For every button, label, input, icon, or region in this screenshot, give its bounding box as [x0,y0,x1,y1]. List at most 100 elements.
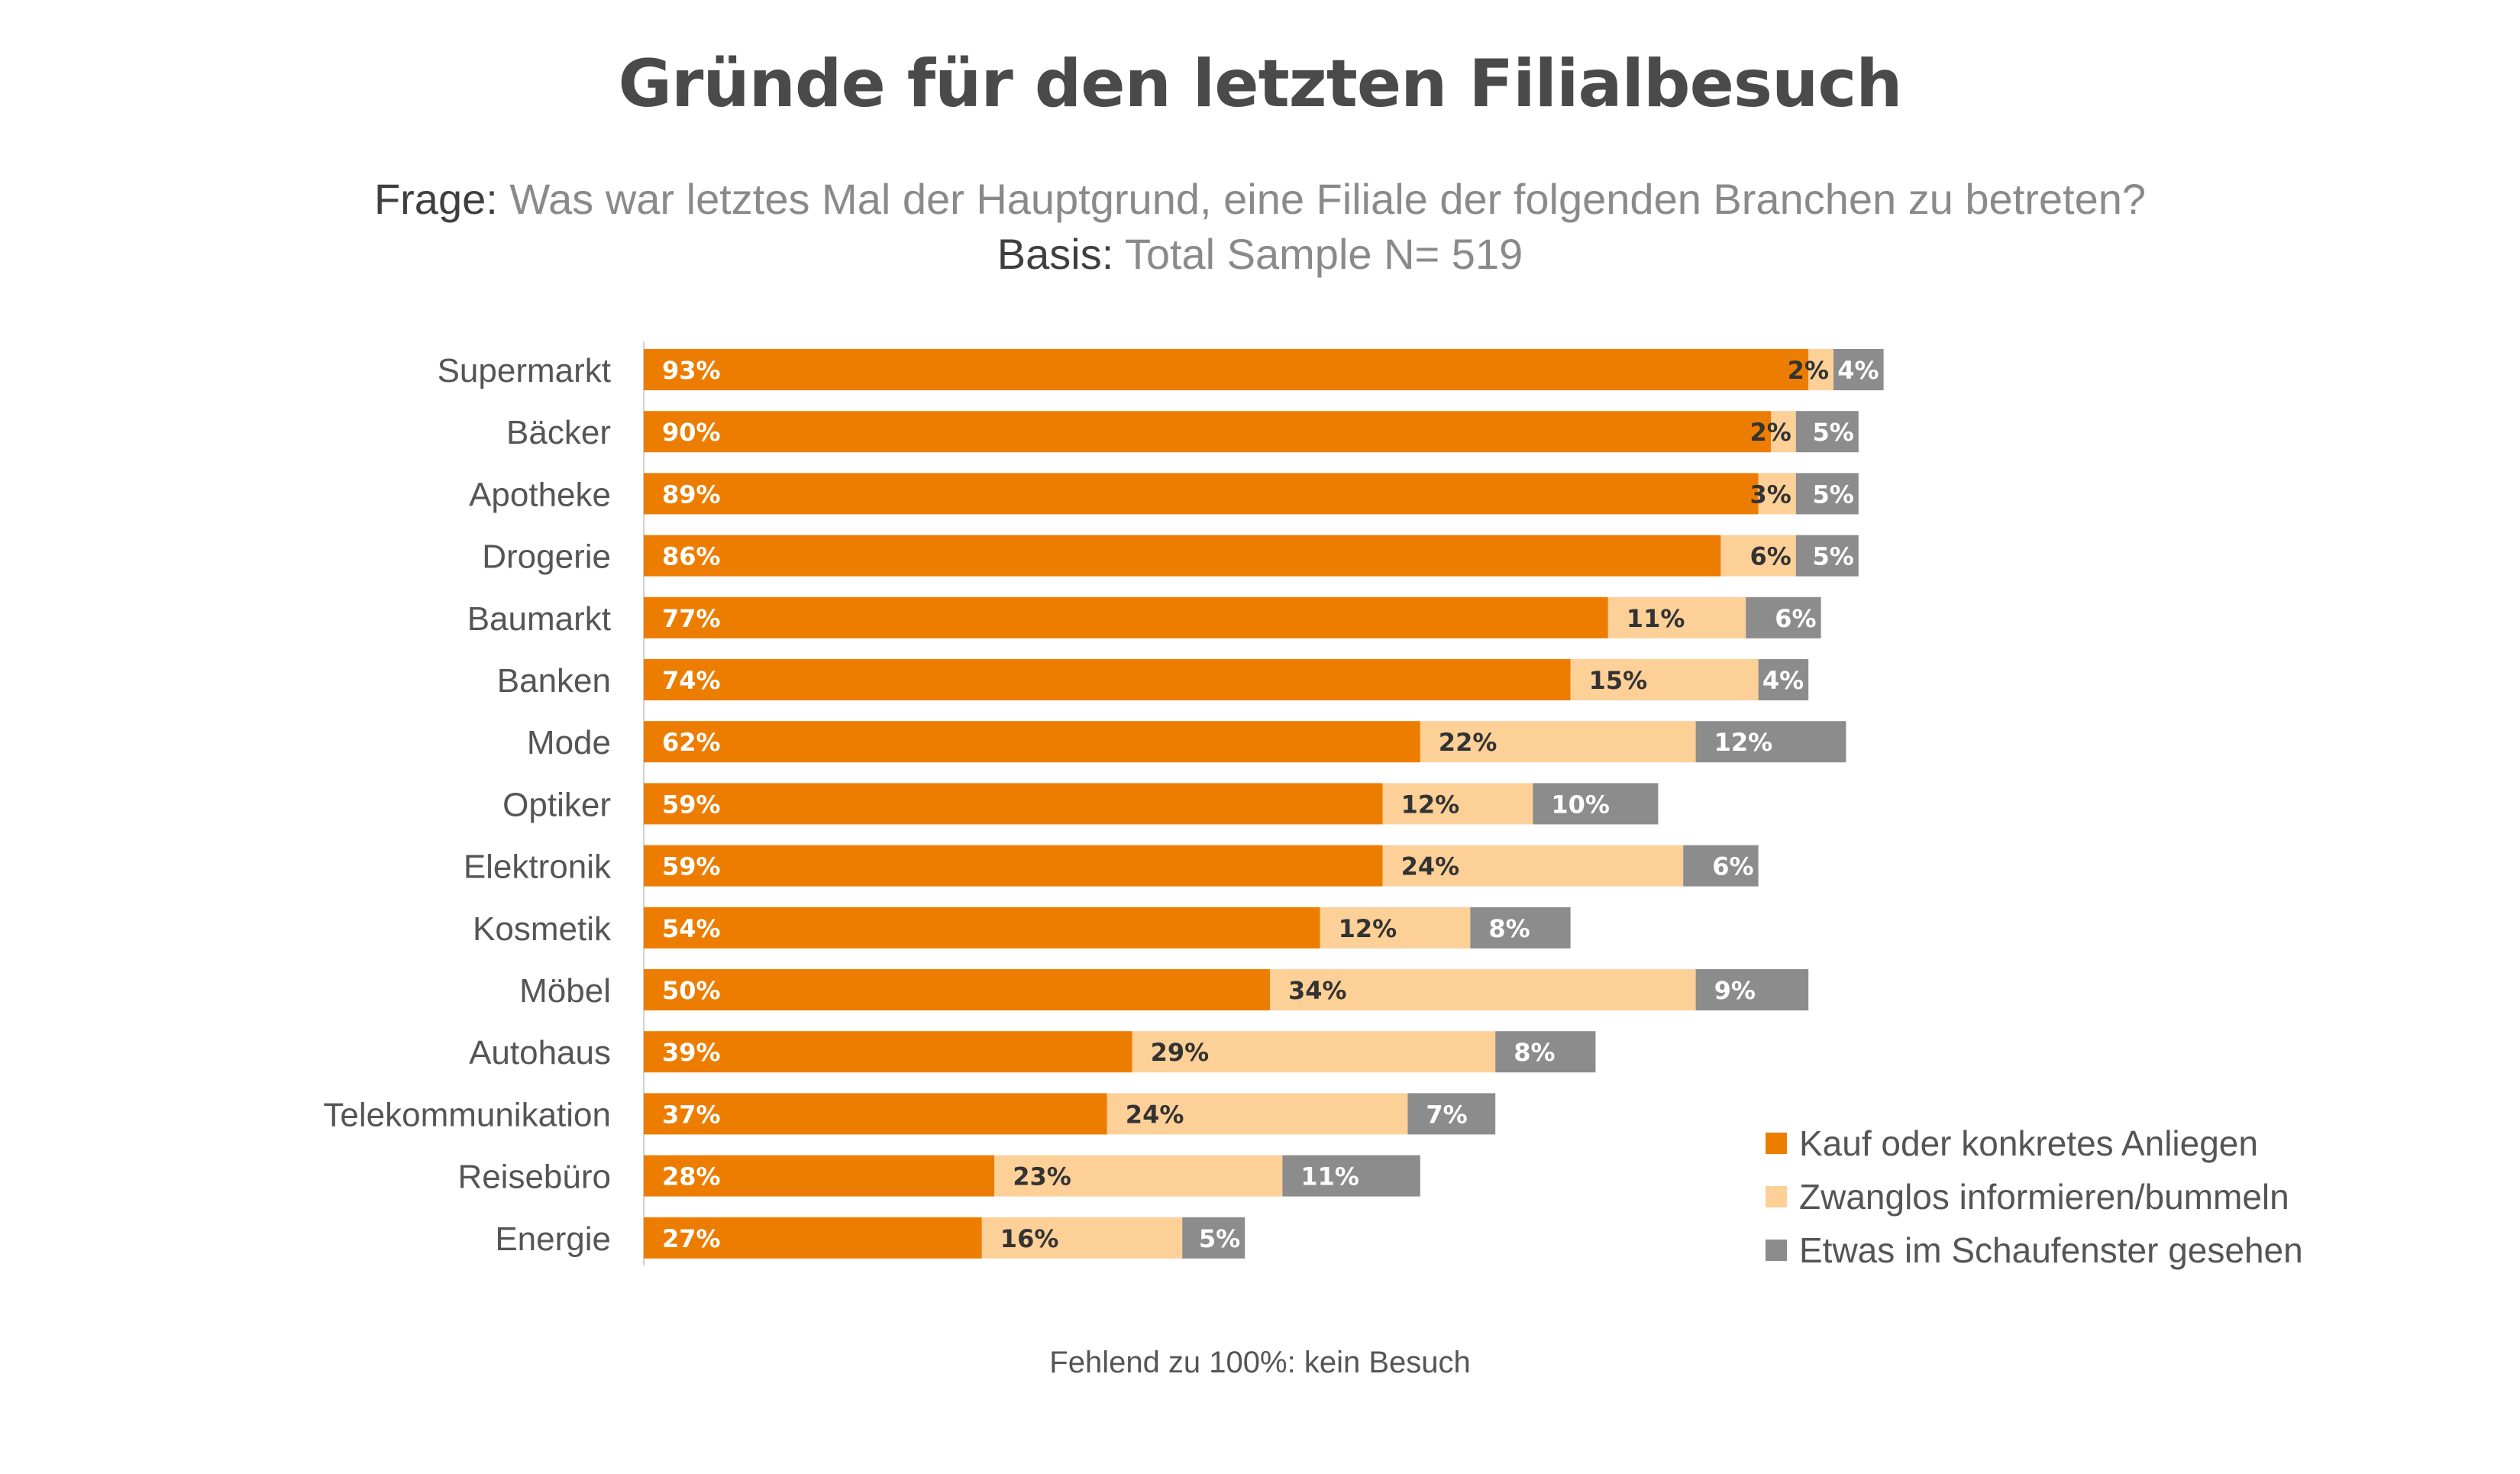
bar-mode-series-3 [1695,721,1846,763]
category-label-apotheke: Apotheke [469,476,611,513]
bar-baumarkt-series-1 [644,596,1608,638]
bar-supermarkt-series-2 [1808,349,1833,390]
bar-supermarkt-series-3 [1833,349,1884,390]
bar-telekommunikation-series-2 [1107,1093,1408,1135]
bar-optiker-series-1 [644,783,1383,825]
data-label-elektronik-series-2: 24% [1401,852,1460,881]
data-label-baumarkt-series-2: 11% [1627,604,1685,633]
chart-subtitle: Frage: Was war letztes Mal der Hauptgrun… [0,172,2520,282]
bar-kosmetik-series-2 [1320,907,1471,949]
bar-energie-series-2 [981,1217,1183,1259]
basis-line: Basis: Total Sample N= 519 [0,227,2520,282]
bar-elektronik-series-3 [1683,845,1759,887]
category-label-telekommunikation: Telekommunikation [323,1096,611,1133]
data-label-mode-series-1: 62% [662,728,721,757]
bar-telekommunikation-series-3 [1407,1093,1496,1135]
data-label-banken-series-1: 74% [662,666,721,695]
data-label-baecker-series-2: 2% [1749,418,1791,447]
data-label-telekommunikation-series-1: 37% [662,1100,721,1129]
bar-optiker-series-2 [1382,783,1533,825]
bar-elektronik-series-2 [1382,845,1684,887]
data-label-supermarkt-series-1: 93% [662,356,721,385]
legend-swatch-1 [1766,1133,1787,1154]
bar-mode-series-1 [644,721,1420,763]
chart-title: Gründe für den letzten Filialbesuch [618,46,1902,122]
data-label-supermarkt-series-2: 2% [1788,356,1829,385]
data-label-kosmetik-series-1: 54% [662,914,721,943]
category-label-autohaus: Autohaus [469,1034,611,1072]
data-label-supermarkt-series-3: 4% [1837,356,1879,385]
data-label-elektronik-series-3: 6% [1712,852,1753,881]
data-label-kosmetik-series-2: 12% [1339,914,1397,943]
bar-reisebuero-series-1 [644,1155,995,1197]
data-label-banken-series-3: 4% [1762,666,1804,695]
data-label-baecker-series-1: 90% [662,418,721,447]
bar-baecker-series-1 [644,411,1771,453]
bar-telekommunikation-series-1 [644,1093,1107,1135]
data-label-reisebuero-series-1: 28% [662,1162,721,1191]
bar-banken-series-1 [644,659,1571,700]
data-label-energie-series-3: 5% [1199,1224,1240,1253]
data-label-autohaus-series-1: 39% [662,1038,721,1067]
category-label-energie: Energie [495,1220,611,1258]
data-label-telekommunikation-series-3: 7% [1426,1100,1467,1129]
bar-autohaus-series-2 [1132,1031,1496,1073]
category-label-banken: Banken [497,662,611,700]
bar-autohaus-series-1 [644,1031,1132,1073]
data-label-apotheke-series-1: 89% [662,480,721,509]
data-label-baumarkt-series-1: 77% [662,604,721,633]
category-label-elektronik: Elektronik [464,849,612,886]
bar-autohaus-series-3 [1495,1031,1596,1073]
data-label-banken-series-2: 15% [1589,666,1648,695]
data-label-drogerie-series-1: 86% [662,542,721,571]
data-label-reisebuero-series-3: 11% [1300,1162,1359,1191]
category-label-reisebuero: Reisebüro [457,1159,611,1196]
category-label-mode: Mode [527,724,611,761]
bar-baecker-series-2 [1771,411,1796,453]
footnote: Fehlend zu 100%: kein Besuch [1049,1346,1471,1379]
bar-moebel-series-3 [1695,969,1809,1010]
question-label: Frage: [373,175,498,223]
bar-baumarkt-series-3 [1746,596,1821,638]
data-label-mode-series-2: 22% [1439,728,1497,757]
data-label-drogerie-series-2: 6% [1749,542,1791,571]
data-label-baecker-series-3: 5% [1812,418,1853,447]
category-label-kosmetik: Kosmetik [473,910,612,948]
data-label-optiker-series-2: 12% [1401,790,1460,819]
data-label-optiker-series-3: 10% [1551,790,1610,819]
category-label-moebel: Möbel [519,972,611,1010]
data-label-baumarkt-series-3: 6% [1775,604,1816,633]
data-label-energie-series-2: 16% [1000,1224,1059,1253]
data-label-moebel-series-1: 50% [662,976,721,1005]
bar-moebel-series-1 [644,969,1270,1010]
data-label-mode-series-3: 12% [1714,728,1773,757]
bar-apotheke-series-3 [1795,473,1859,515]
category-label-baumarkt: Baumarkt [467,600,611,638]
bar-baecker-series-3 [1795,411,1859,453]
category-label-baecker: Bäcker [506,414,611,451]
bar-elektronik-series-1 [644,845,1383,887]
bar-moebel-series-2 [1270,969,1696,1010]
legend-label-3: Etwas im Schaufenster gesehen [1799,1230,2303,1270]
legend-swatch-2 [1766,1186,1787,1207]
category-label-drogerie: Drogerie [482,538,611,576]
data-label-energie-series-1: 27% [662,1224,721,1253]
bar-banken-series-3 [1758,659,1809,700]
bar-drogerie-series-3 [1795,535,1859,577]
legend-swatch-3 [1766,1240,1787,1261]
data-label-moebel-series-3: 9% [1714,976,1756,1005]
basis-text: Total Sample N= 519 [1124,230,1523,278]
bar-apotheke-series-2 [1758,473,1796,515]
bar-reisebuero-series-3 [1282,1155,1420,1197]
bar-kosmetik-series-1 [644,907,1320,949]
legend-label-1: Kauf oder konkretes Anliegen [1799,1123,2258,1163]
data-label-autohaus-series-3: 8% [1514,1038,1555,1067]
bar-supermarkt-series-1 [644,349,1809,390]
bar-reisebuero-series-2 [994,1155,1283,1197]
bar-mode-series-2 [1420,721,1696,763]
legend-label-2: Zwanglos informieren/bummeln [1799,1177,2289,1217]
category-label-supermarkt: Supermarkt [438,352,611,390]
bar-banken-series-2 [1570,659,1759,700]
bar-apotheke-series-1 [644,473,1759,515]
data-label-reisebuero-series-2: 23% [1013,1162,1071,1191]
